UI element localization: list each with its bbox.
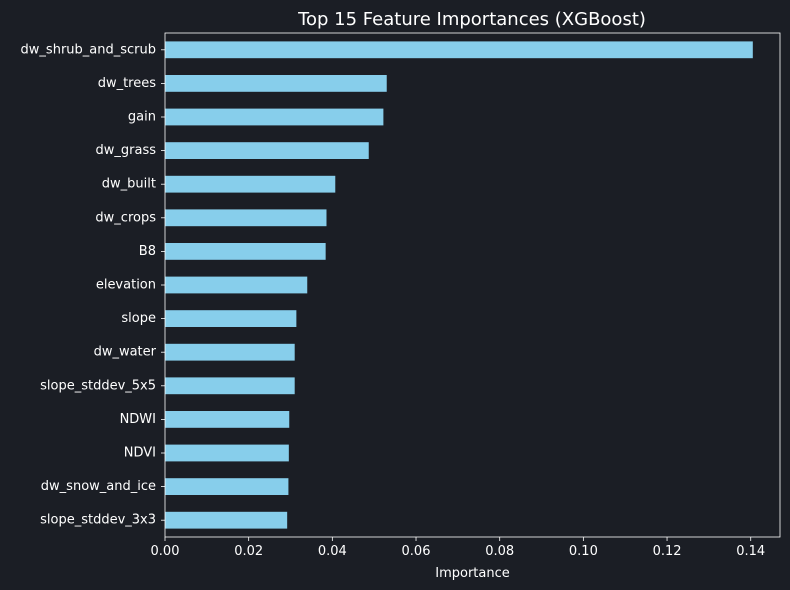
bar-ndvi <box>165 444 289 462</box>
plot-frame <box>164 32 781 538</box>
x-axis-ticks: 0.00 0.02 0.04 0.06 0.08 0.10 0.12 0.14 <box>151 537 765 559</box>
bars-group <box>165 41 753 529</box>
chart-title: Top 15 Feature Importances (XGBoost) <box>297 9 646 30</box>
y-tick-label: elevation <box>96 278 156 293</box>
x-tick-label: 0.04 <box>318 544 347 559</box>
bar-dw-snow-and-ice <box>165 478 289 495</box>
y-tick-label: slope_stddev_3x3 <box>40 513 156 528</box>
bar-slope-stddev-3x3 <box>165 511 288 529</box>
y-tick-label: dw_crops <box>95 210 156 225</box>
x-tick-label: 0.10 <box>569 544 598 559</box>
y-tick-label: NDWI <box>120 412 156 427</box>
y-tick-label: B8 <box>139 244 156 259</box>
y-tick-label: dw_built <box>102 177 156 192</box>
y-tick-label: gain <box>128 110 156 125</box>
y-tick-label: slope_stddev_5x5 <box>40 378 156 393</box>
y-tick-label: slope <box>121 311 156 326</box>
y-tick-label: dw_shrub_and_scrub <box>21 42 156 57</box>
y-tick-label: dw_grass <box>96 143 157 158</box>
y-tick-label: dw_snow_and_ice <box>41 479 156 494</box>
bar-dw-grass <box>165 142 369 159</box>
bar-gain <box>165 108 384 126</box>
x-tick-label: 0.14 <box>736 544 765 559</box>
bar-slope <box>165 310 297 327</box>
x-tick-label: 0.12 <box>653 544 682 559</box>
bar-dw-shrub-and-scrub <box>165 41 753 59</box>
bar-slope-stddev-5x5 <box>165 377 295 395</box>
x-tick-label: 0.08 <box>485 544 514 559</box>
bar-dw-trees <box>165 75 387 92</box>
y-tick-label: dw_trees <box>98 76 157 91</box>
bar-dw-built <box>165 175 336 193</box>
x-tick-label: 0.02 <box>234 544 263 559</box>
y-tick-label: dw_water <box>94 345 157 360</box>
y-tick-label: NDVI <box>124 446 156 461</box>
bar-elevation <box>165 276 308 294</box>
x-axis-label: Importance <box>435 566 510 581</box>
bar-b8 <box>165 243 326 260</box>
bar-dw-crops <box>165 209 327 227</box>
bar-dw-water <box>165 343 295 361</box>
bar-ndwi <box>165 411 290 428</box>
x-tick-label: 0.06 <box>402 544 431 559</box>
x-tick-label: 0.00 <box>151 544 180 559</box>
